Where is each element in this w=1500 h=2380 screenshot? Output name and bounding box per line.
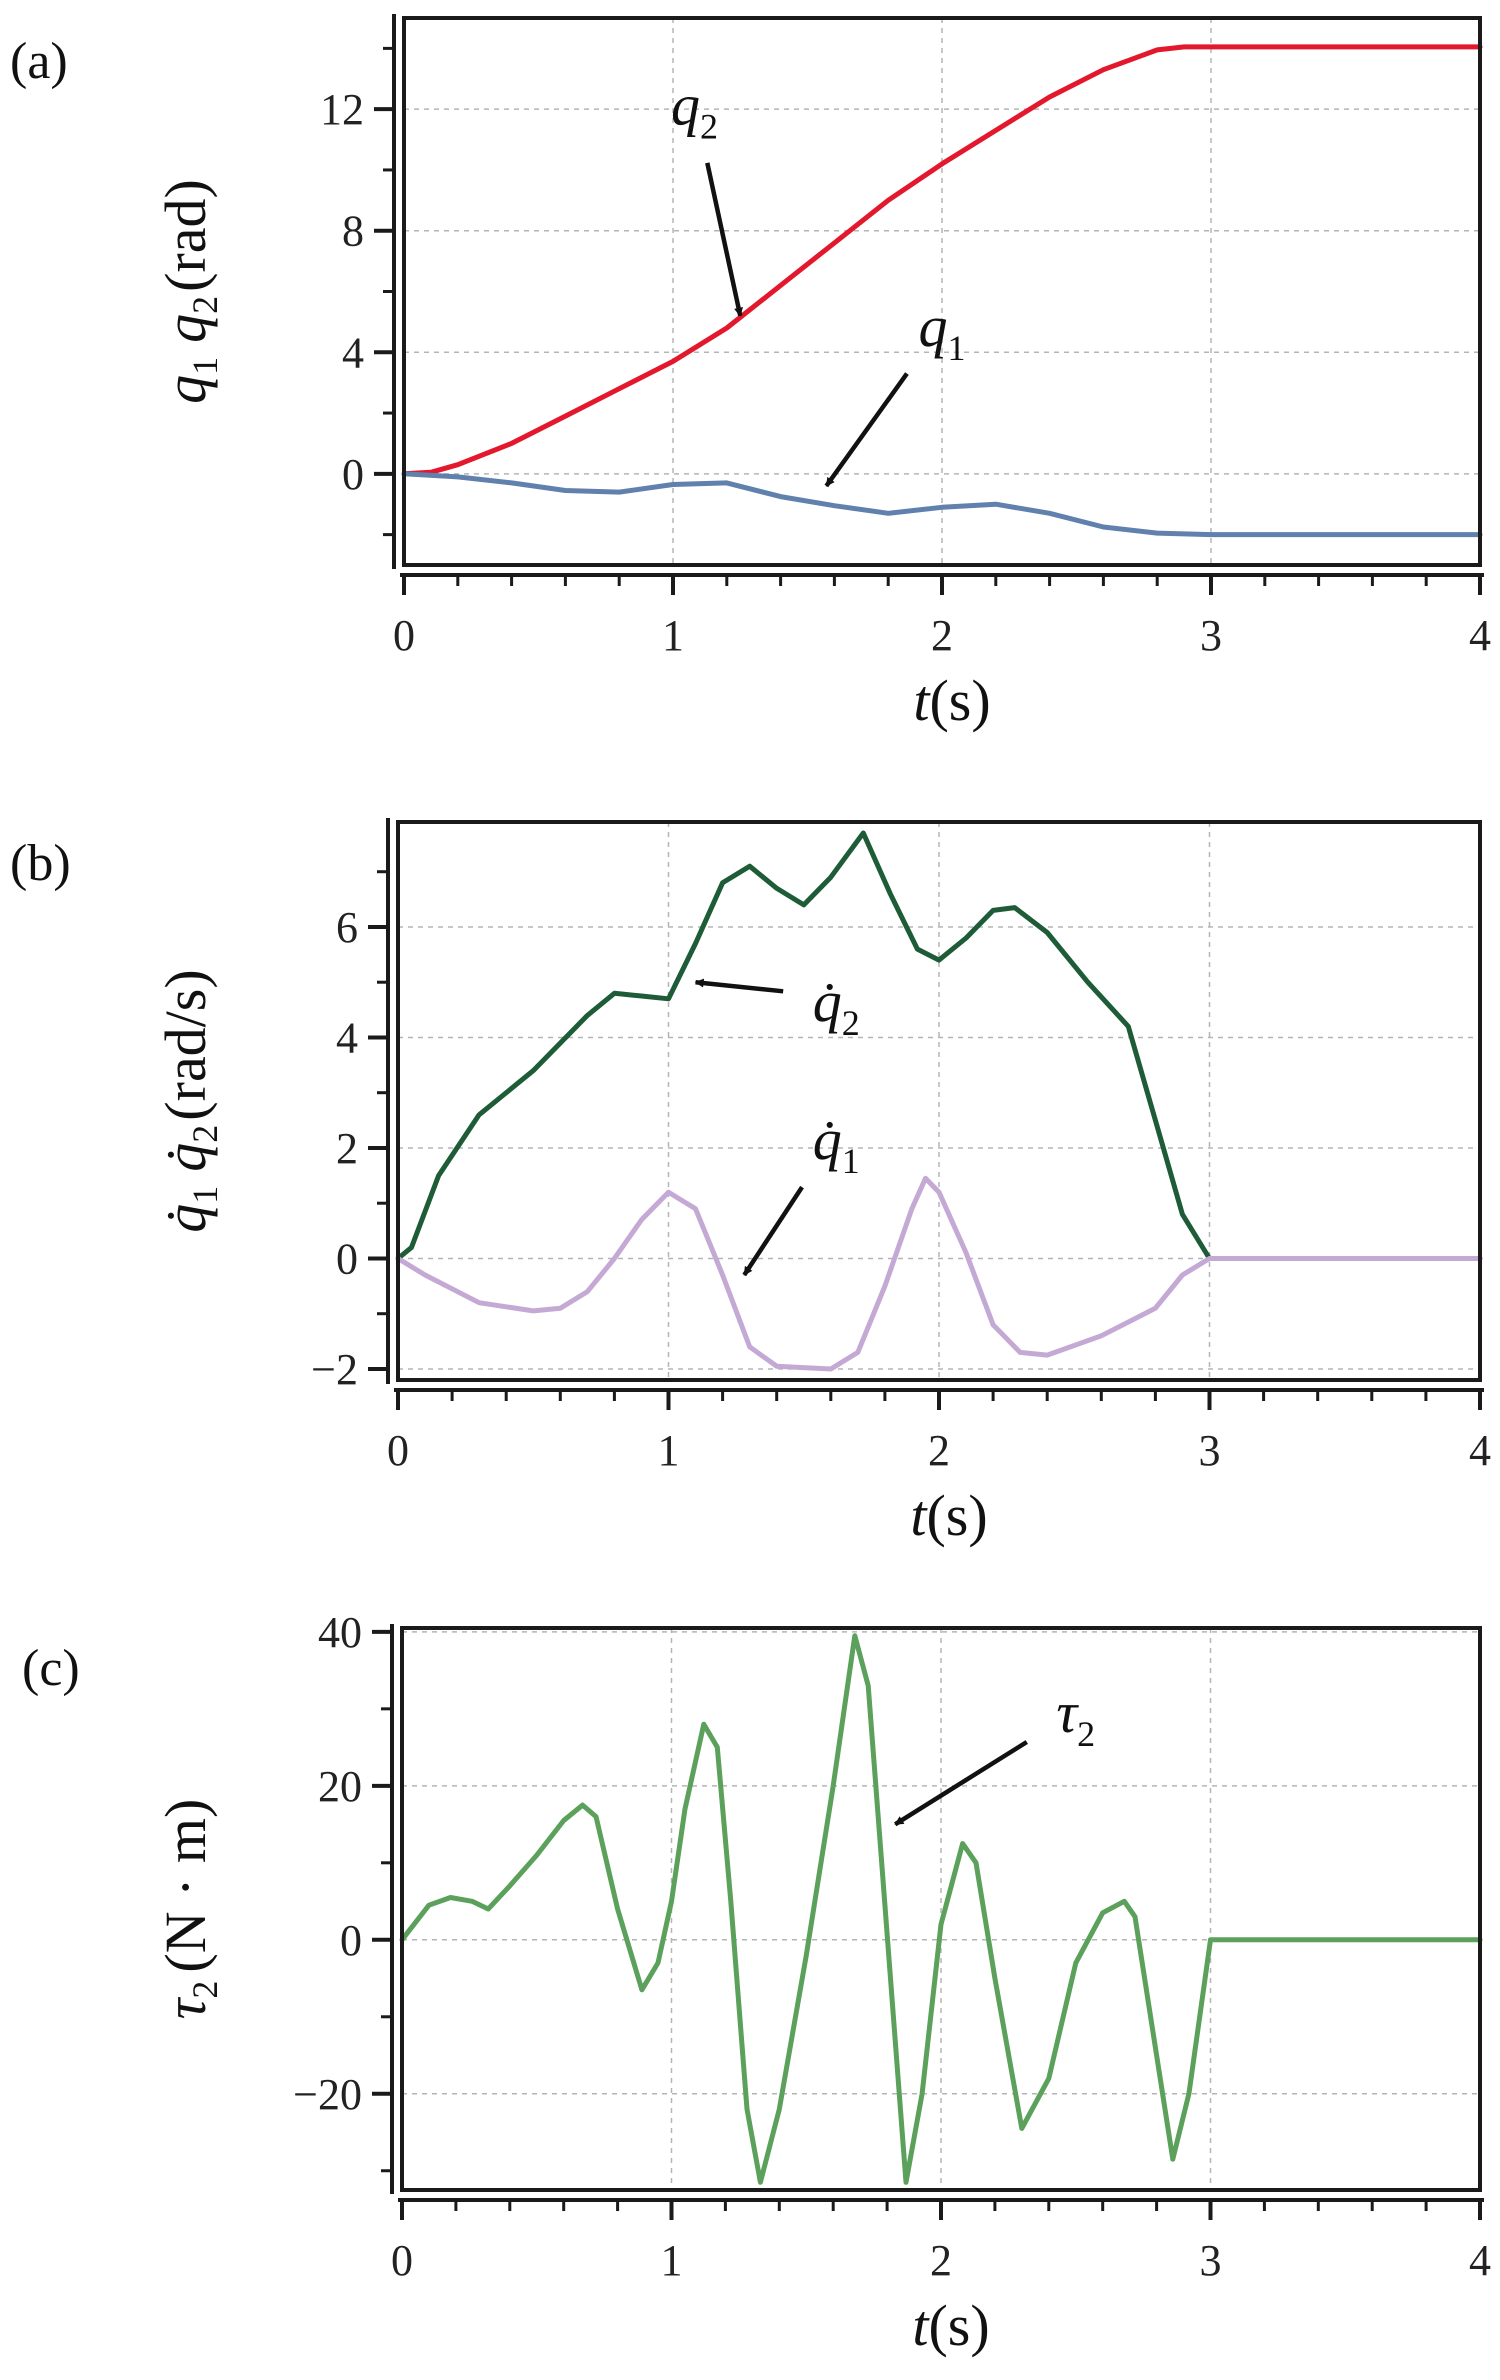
annotation-label-q1dot: q̇1 [813, 1107, 860, 1181]
series-line-tau2 [399, 1633, 1483, 2185]
x-tick-label: 2 [930, 2236, 952, 2285]
y-axis-title: q1q2(rad) [153, 179, 225, 404]
annotation-symbol: q [919, 294, 948, 359]
x-tick-label: 1 [661, 2236, 683, 2285]
annotation-subscript: 1 [842, 1141, 860, 1181]
panel-label: (b) [10, 835, 71, 892]
y-tick-label: 0 [340, 1916, 362, 1965]
x-axis-title: t(s) [910, 1483, 987, 1548]
x-tick-label: 3 [1199, 1426, 1221, 1475]
y-title-sub-1: 1 [185, 357, 225, 375]
x-axis-title: t(s) [913, 668, 990, 733]
annotation-arrow-q1 [824, 372, 909, 488]
x-tick-label: 3 [1200, 2236, 1222, 2285]
y-tick-label: 0 [336, 1234, 358, 1283]
y-title-unit: (N · m) [153, 1799, 218, 1973]
y-tick-label: 4 [336, 1013, 358, 1062]
series-line-q1dot [395, 1175, 1483, 1372]
x-tick-label: 2 [931, 611, 953, 660]
y-axis-title: q̇1q̇2(rad/s) [153, 969, 225, 1232]
y-title-symbol-2: q [153, 314, 218, 343]
y-tick-label: 2 [336, 1124, 358, 1173]
y-tick-label: −2 [311, 1345, 358, 1394]
plot-frame [396, 820, 1482, 1382]
y-title-sub-2: 2 [185, 1125, 225, 1143]
annotation-symbol: q̇ [813, 969, 842, 1034]
x-tick-label: 0 [391, 2236, 413, 2285]
plot-frame [400, 1626, 1482, 2192]
y-title-unit: (rad/s) [153, 969, 218, 1120]
x-axis-var: t [912, 2293, 930, 2358]
x-tick-label: 0 [393, 611, 415, 660]
y-title-sub-1: 2 [185, 1981, 225, 1999]
y-tick-label: 0 [342, 450, 364, 499]
y-title-symbol-1: τ [153, 1996, 218, 2019]
y-title-symbol-1: q [153, 375, 218, 404]
annotation-label-q1: q1 [919, 294, 966, 368]
y-title-symbol-2: q̇ [153, 1143, 218, 1172]
annotation-arrow-q2dot [694, 978, 784, 994]
y-title-unit: (rad) [153, 179, 218, 292]
annotation-arrow-tau2 [893, 1740, 1028, 1827]
y-tick-label: 40 [318, 1608, 362, 1657]
x-tick-label: 1 [662, 611, 684, 660]
annotation-subscript: 2 [700, 106, 718, 146]
x-axis-title: t(s) [912, 2293, 989, 2358]
y-tick-label: 8 [342, 207, 364, 256]
y-tick-label: 6 [336, 903, 358, 952]
y-title-symbol-1: q̇ [153, 1204, 218, 1233]
annotation-arrow-q2 [705, 162, 743, 317]
annotation-symbol: q [671, 72, 700, 137]
x-tick-label: 1 [658, 1426, 680, 1475]
y-axis-title: τ2 (N · m) [153, 1799, 225, 2020]
panel-label: (c) [22, 1640, 80, 1697]
x-tick-label: 2 [928, 1426, 950, 1475]
x-tick-label: 4 [1469, 1426, 1491, 1475]
x-tick-label: 4 [1469, 2236, 1491, 2285]
plot-frame [402, 16, 1482, 567]
x-axis-unit: (s) [926, 1483, 987, 1548]
series-line-q1 [401, 471, 1483, 538]
x-tick-label: 0 [387, 1426, 409, 1475]
series-line-q2 [401, 44, 1483, 477]
y-tick-label: −20 [293, 2070, 362, 2119]
x-axis-unit: (s) [929, 668, 990, 733]
y-tick-label: 12 [320, 85, 364, 134]
y-tick-label: 4 [342, 328, 364, 377]
y-tick-label: 20 [318, 1762, 362, 1811]
x-axis-var: t [913, 668, 931, 733]
annotation-subscript: 2 [1077, 1714, 1095, 1754]
x-axis-var: t [910, 1483, 928, 1548]
series-line-q2dot [395, 830, 1483, 1261]
y-title-sub-1: 1 [185, 1186, 225, 1204]
annotation-symbol: τ [1056, 1680, 1079, 1745]
x-tick-label: 4 [1469, 611, 1491, 660]
annotation-label-q2: q2 [671, 72, 718, 146]
annotation-label-q2dot: q̇2 [813, 969, 860, 1043]
panel-label: (a) [10, 33, 68, 90]
x-tick-label: 3 [1200, 611, 1222, 660]
y-title-sub-2: 2 [185, 296, 225, 314]
annotation-subscript: 1 [948, 328, 966, 368]
annotation-subscript: 2 [842, 1003, 860, 1043]
annotation-label-tau2: τ2 [1056, 1680, 1095, 1754]
annotation-arrow-q1dot [742, 1185, 804, 1277]
annotation-symbol: q̇ [813, 1107, 842, 1172]
x-axis-unit: (s) [928, 2293, 989, 2358]
